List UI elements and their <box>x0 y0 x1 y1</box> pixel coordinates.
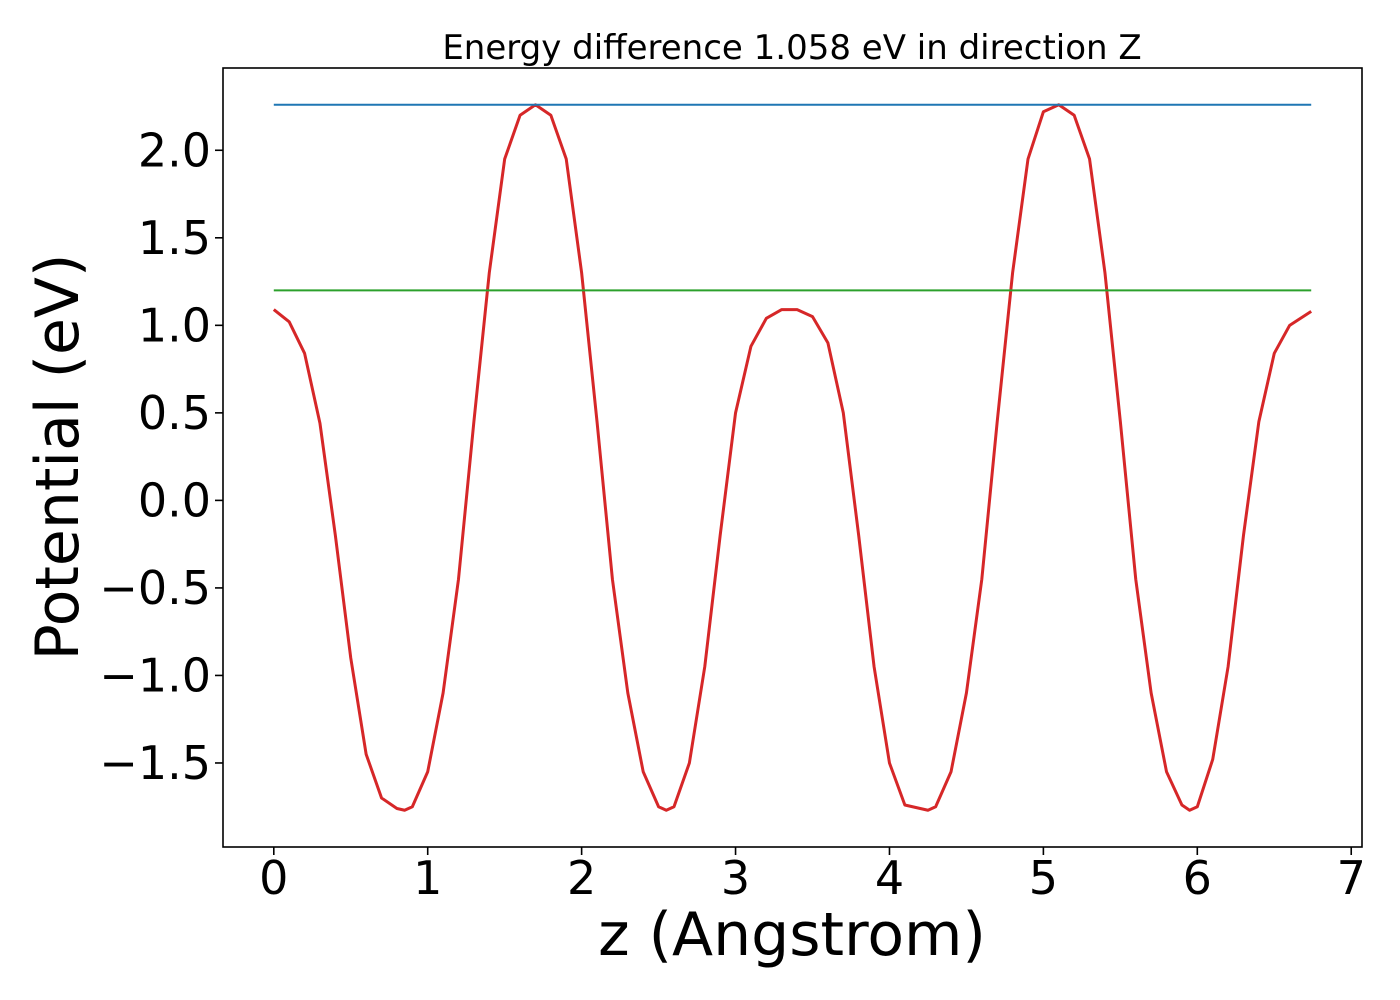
plot-frame <box>222 67 1363 848</box>
y-tick-label: −0.5 <box>99 561 211 615</box>
chart-title: Energy difference 1.058 eV in direction … <box>442 28 1141 68</box>
y-tick-label: 2.0 <box>138 123 211 177</box>
y-tick-label: 1.0 <box>138 298 211 352</box>
y-axis-label: Potential (eV) <box>23 254 93 661</box>
y-tick-label: 1.5 <box>138 211 211 265</box>
x-tick-label: 3 <box>721 851 750 905</box>
series-layer <box>272 103 1313 812</box>
x-tick-label: 2 <box>567 851 596 905</box>
y-tick-label: −1.5 <box>99 736 211 790</box>
potential-curve <box>272 103 1313 812</box>
x-tick-label: 1 <box>413 851 442 905</box>
x-tick-label: 5 <box>1029 851 1058 905</box>
y-tick-label: 0.0 <box>138 473 211 527</box>
y-tick-label: 0.5 <box>138 386 211 440</box>
tick-layer: 0 1 2 3 4 5 6 7 −1.5 −1.0 −0.5 0.0 0.5 1.0 1.5 2.0 <box>99 123 1366 905</box>
x-axis-label: z (Angstrom) <box>598 900 986 970</box>
x-tick-label: 7 <box>1337 851 1366 905</box>
x-tick-label: 0 <box>259 851 288 905</box>
x-tick-label: 4 <box>875 851 904 905</box>
x-tick-label: 6 <box>1183 851 1212 905</box>
y-tick-label: −1.0 <box>99 648 211 702</box>
